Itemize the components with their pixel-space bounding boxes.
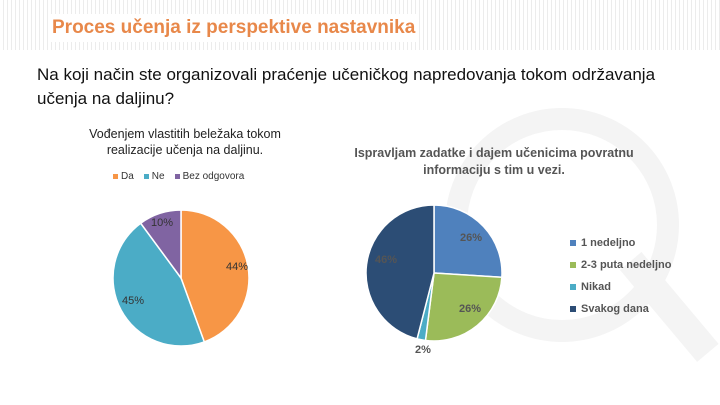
chart1-legend: Da Ne Bez odgovora <box>113 171 244 182</box>
legend1-label-ne: Ne <box>151 171 165 182</box>
question-text: Na koji način ste organizovali praćenje … <box>37 65 656 108</box>
legend1-label-bez-odgovora: Bez odgovora <box>182 171 245 182</box>
legend1-swatch-bez-odgovora <box>174 174 180 179</box>
legend2-item-1-nedeljno: 1 nedeljno <box>570 232 671 254</box>
chart2-data-label-2: 2% <box>415 344 431 356</box>
chart2-legend: 1 nedeljno 2-3 puta nedeljno Nikad Svako… <box>570 232 671 320</box>
legend1-label-da: Da <box>121 171 134 182</box>
chart1-slice-0 <box>180 209 250 343</box>
chart2-slice-1 <box>424 272 503 342</box>
legend1-swatch-ne <box>143 174 149 179</box>
chart1-data-label-1: 45% <box>122 295 144 307</box>
legend2-item-svakog-dana: Svakog dana <box>570 298 671 320</box>
legend2-item-nikad: Nikad <box>570 276 671 298</box>
chart1-title: Vođenjem vlastitih beležaka tokom realiz… <box>89 127 281 157</box>
legend2-label-1-nedeljno: 1 nedeljno <box>581 237 636 249</box>
legend1-swatch-da <box>113 174 118 179</box>
chart2-data-label-3: 46% <box>375 254 397 266</box>
chart2-data-label-1: 26% <box>459 303 481 315</box>
chart2-title: Ispravljam zadatke i dajem učenicima pov… <box>354 146 634 177</box>
chart1-slice-2 <box>139 209 182 281</box>
legend2-label-2-3-puta: 2-3 puta nedeljno <box>581 259 672 271</box>
legend1-item-ne: Ne <box>143 171 165 182</box>
legend2-swatch-1-nedeljno <box>570 240 576 246</box>
chart2-slice-3 <box>365 204 435 340</box>
legend2-label-svakog-dana: Svakog dana <box>581 303 649 315</box>
legend2-swatch-nikad <box>570 284 576 290</box>
legend2-item-2-3-puta: 2-3 puta nedeljno <box>570 254 671 276</box>
chart2-data-label-0: 26% <box>460 232 482 244</box>
legend1-item-da: Da <box>113 171 134 182</box>
legend2-label-nikad: Nikad <box>581 281 611 293</box>
chart1-data-label-0: 44% <box>226 261 248 273</box>
legend1-item-bez-odgovora: Bez odgovora <box>174 171 245 182</box>
legend2-swatch-svakog-dana <box>570 306 576 312</box>
slide-title: Proces učenja iz perspektive nastavnika <box>49 14 419 42</box>
legend2-swatch-2-3-puta <box>570 262 576 268</box>
chart2-slice-0 <box>433 204 503 279</box>
chart1-data-label-2: 10% <box>151 217 173 229</box>
chart1-slice-1 <box>112 222 206 347</box>
